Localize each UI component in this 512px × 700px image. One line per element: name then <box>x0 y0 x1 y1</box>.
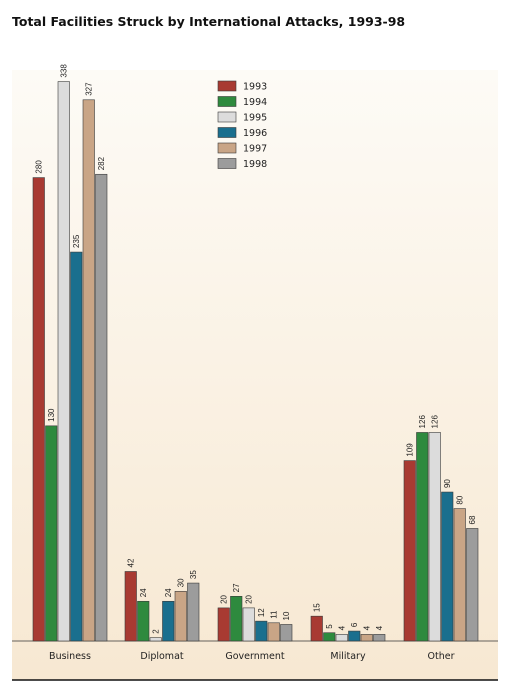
legend-swatch-1993 <box>217 80 237 92</box>
data-label-military-1995: 4 <box>338 625 347 630</box>
data-label-business-1994: 130 <box>47 408 56 422</box>
bar-other-1997 <box>453 508 466 642</box>
bar-business-1994 <box>45 425 58 642</box>
bar-military-1998 <box>373 634 386 642</box>
bar-government-1998 <box>280 624 293 642</box>
data-label-diplomat-1998: 35 <box>189 570 198 579</box>
category-label-business: Business <box>49 651 91 662</box>
bar-diplomat-1996 <box>162 600 175 642</box>
bar-diplomat-1997 <box>174 591 187 642</box>
legend-label-1994: 1994 <box>243 97 267 108</box>
category-label-military: Military <box>330 651 366 662</box>
bar-military-1994 <box>323 632 336 642</box>
legend-swatch-1996 <box>217 127 237 138</box>
legend-label-1993: 1993 <box>243 82 267 93</box>
legend: 1993 1994 1995 1996 1997 1998 <box>217 80 267 170</box>
data-label-military-1997: 4 <box>363 625 372 630</box>
bar-other-1993 <box>403 460 416 642</box>
legend-label-1995: 1995 <box>243 113 267 124</box>
data-label-other-1997: 80 <box>456 495 465 504</box>
bar-business-1997 <box>82 99 95 642</box>
bar-diplomat-1995 <box>149 637 162 642</box>
data-label-military-1996: 6 <box>350 622 359 627</box>
data-label-other-1993: 109 <box>406 443 415 457</box>
data-label-government-1993: 20 <box>220 594 229 603</box>
legend-label-1997: 1997 <box>243 144 267 155</box>
data-label-diplomat-1996: 24 <box>164 588 173 597</box>
bar-business-1998 <box>95 173 108 642</box>
bar-other-1996 <box>441 491 454 642</box>
data-label-other-1996: 90 <box>443 479 452 488</box>
category-label-other: Other <box>428 651 455 662</box>
data-label-business-1998: 282 <box>97 156 106 170</box>
data-label-military-1998: 4 <box>375 625 384 630</box>
legend-label-1998: 1998 <box>243 159 267 170</box>
data-label-military-1993: 15 <box>313 603 322 612</box>
bar-diplomat-1994 <box>137 600 150 642</box>
bar-diplomat-1998 <box>187 582 200 642</box>
data-label-business-1995: 338 <box>60 64 69 78</box>
bar-government-1997 <box>267 622 280 642</box>
data-label-diplomat-1994: 24 <box>139 588 148 597</box>
data-label-government-1994: 27 <box>232 583 241 592</box>
bar-other-1994 <box>416 432 429 642</box>
legend-swatch-1997 <box>217 142 237 154</box>
legend-swatch-1998 <box>217 158 237 169</box>
data-label-government-1996: 12 <box>257 608 266 617</box>
chart-title: Total Facilities Struck by International… <box>12 14 406 29</box>
bar-military-1993 <box>310 615 323 642</box>
bar-government-1995 <box>242 607 255 642</box>
legend-swatch-1995 <box>217 111 237 123</box>
data-label-diplomat-1993: 42 <box>127 558 136 567</box>
bar-military-1997 <box>360 634 373 642</box>
data-label-other-1995: 126 <box>431 415 440 429</box>
category-label-government: Government <box>225 651 285 662</box>
bar-other-1995 <box>428 432 441 642</box>
data-label-military-1994: 5 <box>325 624 334 629</box>
bar-other-1998 <box>466 528 479 642</box>
legend-label-1996: 1996 <box>243 128 267 139</box>
bars-layer <box>32 81 479 642</box>
data-label-other-1998: 68 <box>468 515 477 524</box>
data-label-government-1995: 20 <box>245 594 254 603</box>
bar-military-1995 <box>335 634 348 642</box>
bar-government-1996 <box>255 620 268 642</box>
data-label-government-1997: 11 <box>270 610 279 619</box>
bar-government-1994 <box>230 596 243 642</box>
bar-business-1993 <box>32 177 45 642</box>
data-label-business-1996: 235 <box>72 234 81 248</box>
data-label-business-1997: 327 <box>85 82 94 96</box>
bar-military-1996 <box>348 630 361 642</box>
bar-government-1993 <box>217 607 230 642</box>
bar-business-1996 <box>70 251 83 642</box>
bar-business-1995 <box>57 81 70 642</box>
data-label-other-1994: 126 <box>418 415 427 429</box>
data-label-diplomat-1997: 30 <box>177 578 186 587</box>
bar-diplomat-1993 <box>124 571 137 642</box>
data-label-government-1998: 10 <box>282 611 291 620</box>
legend-swatch-1994 <box>217 96 237 107</box>
category-label-diplomat: Diplomat <box>140 651 184 662</box>
data-label-business-1993: 280 <box>35 160 44 174</box>
data-label-diplomat-1995: 2 <box>152 629 161 634</box>
